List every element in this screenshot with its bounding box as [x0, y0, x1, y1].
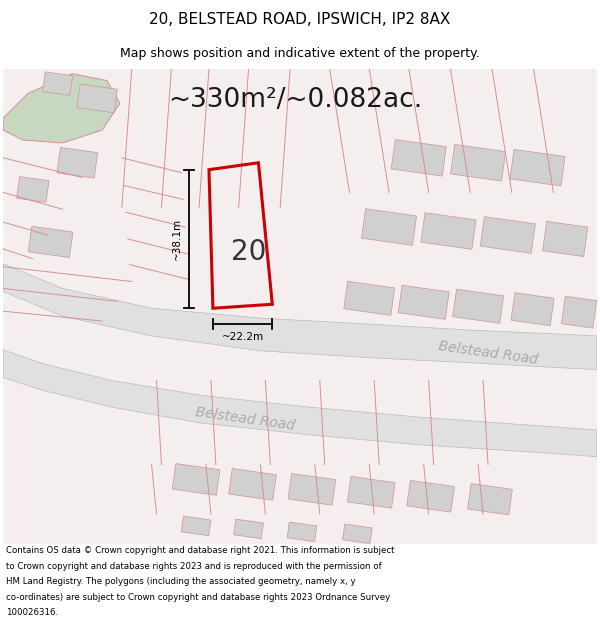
Text: HM Land Registry. The polygons (including the associated geometry, namely x, y: HM Land Registry. The polygons (includin… — [6, 577, 356, 586]
Text: ~38.1m: ~38.1m — [172, 218, 182, 260]
Text: Contains OS data © Crown copyright and database right 2021. This information is : Contains OS data © Crown copyright and d… — [6, 546, 395, 555]
Polygon shape — [398, 285, 449, 319]
Polygon shape — [542, 221, 588, 256]
Polygon shape — [510, 149, 565, 186]
Polygon shape — [480, 217, 535, 253]
Polygon shape — [562, 296, 596, 328]
Polygon shape — [362, 209, 416, 246]
Polygon shape — [452, 289, 503, 323]
Text: 100026316.: 100026316. — [6, 608, 58, 617]
Text: 20, BELSTEAD ROAD, IPSWICH, IP2 8AX: 20, BELSTEAD ROAD, IPSWICH, IP2 8AX — [149, 12, 451, 27]
Polygon shape — [343, 524, 372, 544]
Text: Map shows position and indicative extent of the property.: Map shows position and indicative extent… — [120, 47, 480, 60]
Text: Belstead Road: Belstead Road — [437, 339, 539, 367]
Polygon shape — [43, 72, 73, 96]
Polygon shape — [344, 281, 395, 316]
Polygon shape — [391, 139, 446, 176]
Polygon shape — [511, 292, 554, 326]
Polygon shape — [451, 144, 506, 181]
Polygon shape — [172, 464, 220, 495]
Polygon shape — [421, 213, 476, 249]
Polygon shape — [229, 469, 277, 500]
Polygon shape — [181, 516, 211, 536]
Polygon shape — [3, 264, 597, 369]
Text: Belstead Road: Belstead Road — [195, 405, 296, 433]
Polygon shape — [3, 350, 597, 457]
Polygon shape — [288, 474, 336, 505]
Text: co-ordinates) are subject to Crown copyright and database rights 2023 Ordnance S: co-ordinates) are subject to Crown copyr… — [6, 592, 390, 601]
Polygon shape — [287, 522, 317, 542]
Polygon shape — [77, 84, 118, 113]
Text: ~330m²/~0.082ac.: ~330m²/~0.082ac. — [168, 86, 422, 112]
Polygon shape — [234, 519, 263, 539]
Polygon shape — [407, 481, 454, 512]
Polygon shape — [57, 148, 98, 178]
Polygon shape — [347, 476, 395, 508]
Polygon shape — [17, 177, 49, 202]
Polygon shape — [467, 484, 512, 515]
Polygon shape — [3, 74, 120, 143]
Text: 20: 20 — [231, 238, 266, 266]
Text: to Crown copyright and database rights 2023 and is reproduced with the permissio: to Crown copyright and database rights 2… — [6, 562, 382, 571]
Text: ~22.2m: ~22.2m — [221, 332, 263, 342]
Polygon shape — [28, 226, 73, 258]
